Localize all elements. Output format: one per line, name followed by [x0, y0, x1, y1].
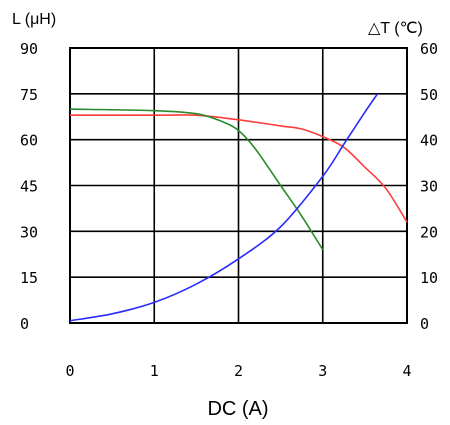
y-right-tick-label: 30	[420, 178, 438, 196]
y-left-tick-label: 75	[20, 86, 38, 104]
series-line-1	[70, 114, 408, 223]
y-left-tick-label: 45	[20, 178, 38, 196]
y-right-tick-label: 10	[420, 269, 438, 287]
x-tick-label: 2	[234, 362, 243, 380]
x-tick-label: 4	[402, 362, 411, 380]
series-group	[69, 93, 408, 322]
y-right-tick-label: 20	[420, 223, 438, 241]
y-left-tick-label: 0	[20, 315, 29, 333]
series-line-2	[69, 108, 324, 251]
x-tick-label: 3	[318, 362, 327, 380]
y-left-tick-label: 60	[20, 132, 38, 150]
y-left-tick-label: 15	[20, 269, 38, 287]
y-right-tick-label: 0	[420, 315, 429, 333]
y-left-tick-labels: 0 15 30 45 60 75 90	[20, 40, 38, 333]
x-tick-labels: 0 1 2 3 4	[65, 362, 411, 380]
y-right-tick-label: 50	[420, 86, 438, 104]
x-tick-label: 1	[150, 362, 159, 380]
grid	[70, 48, 407, 323]
y-right-axis-title: △T (℃)	[368, 20, 423, 37]
x-tick-label: 0	[65, 362, 74, 380]
series-line-3	[69, 93, 379, 322]
y-left-tick-label: 90	[20, 40, 38, 58]
y-left-axis-title: L (μH)	[12, 11, 56, 28]
x-axis-title: DC (A)	[207, 398, 268, 420]
y-left-tick-label: 30	[20, 223, 38, 241]
y-right-tick-label: 60	[420, 40, 438, 58]
y-right-tick-label: 40	[420, 132, 438, 150]
y-right-tick-labels: 0 10 20 30 40 50 60	[420, 40, 438, 333]
